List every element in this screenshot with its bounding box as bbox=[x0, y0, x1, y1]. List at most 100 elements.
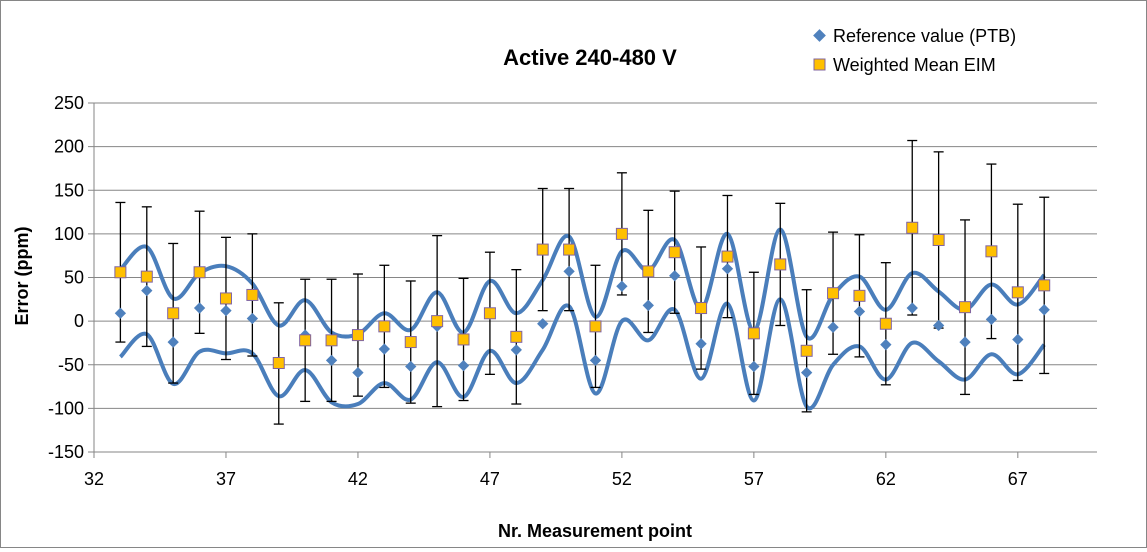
reference-point bbox=[457, 359, 470, 372]
weighted-mean-point bbox=[589, 320, 602, 333]
x-tick-label: 37 bbox=[216, 469, 236, 489]
weighted-mean-point bbox=[140, 270, 153, 283]
reference-point bbox=[220, 304, 232, 317]
weighted-mean-point bbox=[827, 287, 840, 300]
y-tick-label: -50 bbox=[58, 355, 84, 375]
weighted-mean-point bbox=[510, 330, 523, 343]
weighted-mean-point bbox=[747, 327, 760, 340]
weighted-mean-point bbox=[536, 243, 549, 256]
weighted-mean-point bbox=[219, 292, 232, 305]
y-tick-label: -150 bbox=[48, 442, 84, 462]
weighted-mean-point bbox=[272, 357, 285, 370]
weighted-mean-point bbox=[668, 246, 681, 259]
reference-point bbox=[510, 344, 522, 356]
weighted-mean-point bbox=[483, 307, 496, 320]
weighted-mean-point bbox=[721, 250, 734, 263]
weighted-mean-point bbox=[932, 233, 945, 246]
reference-point bbox=[352, 366, 364, 379]
x-tick-label: 32 bbox=[84, 469, 104, 489]
weighted-mean-point bbox=[906, 221, 919, 234]
reference-point bbox=[1012, 333, 1024, 346]
x-tick-label: 62 bbox=[876, 469, 896, 489]
reference-point bbox=[193, 302, 206, 314]
y-tick-label: 150 bbox=[54, 180, 84, 200]
reference-point bbox=[827, 321, 839, 333]
reference-point bbox=[378, 343, 390, 355]
reference-point bbox=[405, 360, 417, 373]
weighted-mean-point bbox=[431, 315, 444, 328]
weighted-mean-point bbox=[563, 243, 576, 256]
reference-point bbox=[616, 280, 628, 292]
x-tick-label: 57 bbox=[744, 469, 764, 489]
x-tick-label: 52 bbox=[612, 469, 632, 489]
y-tick-label: 100 bbox=[54, 224, 84, 244]
weighted-mean-point bbox=[615, 227, 628, 240]
weighted-mean-point bbox=[774, 258, 787, 271]
y-tick-label: -100 bbox=[48, 398, 84, 418]
legend-marker-weighted-mean bbox=[813, 58, 826, 71]
weighted-mean-point bbox=[167, 307, 180, 320]
reference-point bbox=[114, 307, 127, 319]
reference-point bbox=[695, 338, 707, 350]
x-tick-label: 42 bbox=[348, 469, 368, 489]
weighted-mean-point bbox=[642, 265, 655, 278]
reference-point bbox=[563, 265, 575, 278]
legend-marker-reference bbox=[813, 29, 826, 42]
reference-point bbox=[537, 318, 549, 330]
reference-point bbox=[141, 284, 153, 297]
weighted-mean-point bbox=[299, 334, 312, 347]
reference-point bbox=[801, 366, 813, 379]
y-tick-label: 250 bbox=[54, 93, 84, 113]
data-markers bbox=[114, 221, 1051, 379]
reference-point bbox=[642, 299, 654, 312]
weighted-mean-point bbox=[695, 302, 708, 315]
reference-point bbox=[880, 339, 892, 351]
legend: Reference value (PTB) Weighted Mean EIM bbox=[813, 26, 1016, 75]
x-tick-label: 67 bbox=[1008, 469, 1028, 489]
x-axis-title: Nr. Measurement point bbox=[498, 521, 692, 541]
weighted-mean-point bbox=[404, 336, 417, 349]
weighted-mean-point bbox=[853, 289, 866, 302]
uncertainty-band bbox=[118, 227, 1046, 411]
axes bbox=[88, 102, 1097, 458]
band-upper-line bbox=[118, 227, 1046, 341]
weighted-mean-point bbox=[325, 334, 338, 347]
reference-point bbox=[167, 336, 179, 348]
y-tick-label: 50 bbox=[64, 268, 84, 288]
weighted-mean-point bbox=[457, 333, 470, 346]
legend-label-reference: Reference value (PTB) bbox=[833, 26, 1016, 46]
x-tick-label: 47 bbox=[480, 469, 500, 489]
reference-point bbox=[589, 354, 602, 367]
weighted-mean-point bbox=[800, 344, 813, 357]
chart-title: Active 240-480 V bbox=[503, 45, 677, 70]
reference-point bbox=[325, 354, 338, 367]
reference-point bbox=[246, 312, 259, 325]
weighted-mean-point bbox=[246, 288, 259, 301]
reference-point bbox=[906, 302, 918, 314]
y-axis-title: Error (ppm) bbox=[12, 226, 32, 325]
reference-point bbox=[853, 305, 866, 318]
weighted-mean-point bbox=[959, 301, 972, 314]
weighted-mean-point bbox=[1011, 286, 1024, 299]
legend-label-weighted-mean: Weighted Mean EIM bbox=[833, 55, 996, 75]
reference-point bbox=[932, 319, 945, 332]
weighted-mean-point bbox=[193, 266, 206, 279]
weighted-mean-point bbox=[378, 320, 391, 333]
reference-point bbox=[721, 263, 734, 275]
weighted-mean-point bbox=[1038, 279, 1051, 292]
reference-point bbox=[985, 313, 998, 326]
reference-point bbox=[959, 336, 971, 348]
y-tick-label: 200 bbox=[54, 137, 84, 157]
reference-point bbox=[669, 270, 681, 282]
weighted-mean-point bbox=[985, 245, 998, 258]
reference-point bbox=[748, 360, 760, 373]
band-lower-line bbox=[118, 297, 1046, 411]
weighted-mean-point bbox=[879, 317, 892, 330]
reference-point bbox=[1038, 304, 1050, 316]
y-tick-label: 0 bbox=[74, 311, 84, 331]
weighted-mean-point bbox=[351, 329, 364, 342]
weighted-mean-point bbox=[114, 266, 127, 279]
